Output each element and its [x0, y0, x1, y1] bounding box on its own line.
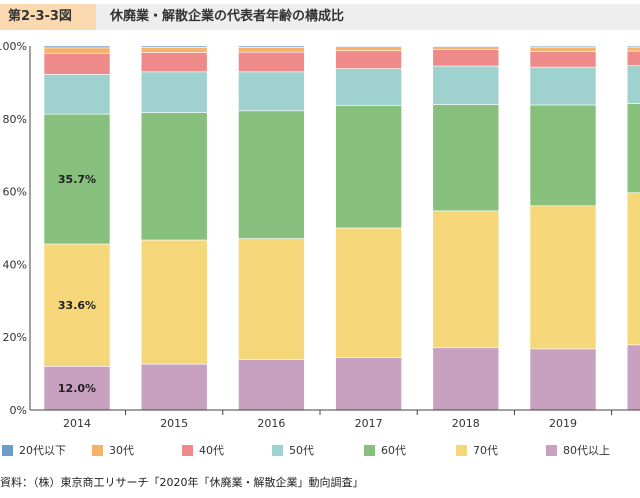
bar-segment	[626, 344, 640, 411]
bar-segment	[238, 47, 305, 53]
bar-segment	[335, 46, 402, 52]
y-tick-label: 100%	[0, 40, 27, 53]
bar-segment	[529, 51, 597, 68]
bar-segment	[432, 46, 500, 50]
bar-segment	[238, 45, 305, 48]
bar-segment	[626, 65, 640, 104]
bar-segment	[238, 51, 305, 73]
bar-segment	[335, 227, 402, 358]
x-tick-label: 2017	[355, 417, 383, 430]
bar-segment	[238, 71, 305, 112]
legend-item-1: 30代	[92, 440, 134, 460]
bar-segment	[529, 46, 597, 52]
x-tick-label: 2014	[63, 417, 91, 430]
bar-segment	[626, 103, 640, 193]
chart-legend: 20代以下 30代 40代 50代 60代 70代 80代以上	[0, 440, 640, 460]
bar-segment	[529, 205, 597, 350]
bar-segment	[529, 45, 597, 48]
bar-segment	[43, 74, 111, 115]
bar-segment	[432, 65, 500, 105]
legend-item-2: 40代	[182, 440, 224, 460]
bar-segment	[432, 49, 500, 67]
bar-segment	[43, 47, 111, 54]
legend-label: 70代	[473, 444, 498, 457]
bar-segment	[238, 238, 305, 360]
figure-label: 第2-3-3図	[0, 4, 96, 30]
legend-label: 30代	[109, 444, 134, 457]
bar-segment	[140, 239, 208, 365]
bar-segment	[43, 45, 111, 49]
bar-segment	[238, 110, 305, 239]
x-tick-label: 2016	[257, 417, 285, 430]
legend-swatch	[456, 444, 467, 456]
legend-item-5: 70代	[456, 440, 498, 460]
bar-segment	[140, 52, 208, 73]
y-tick-label: 60%	[3, 186, 27, 199]
legend-label: 80代以上	[563, 444, 610, 457]
bar-segment	[432, 104, 500, 212]
bar-segment	[432, 210, 500, 349]
bar-segment	[626, 45, 640, 48]
legend-swatch	[182, 444, 193, 456]
bar-segment	[432, 45, 500, 48]
legend-item-3: 50代	[272, 440, 314, 460]
y-tick-label: 20%	[3, 331, 27, 344]
legend-swatch	[2, 444, 13, 456]
legend-swatch	[92, 444, 103, 456]
legend-label: 40代	[199, 444, 224, 457]
figure-title: 休廃業・解散企業の代表者年齢の構成比	[96, 4, 640, 30]
data-label: 35.7%	[58, 173, 96, 186]
bar-segment	[626, 192, 640, 346]
legend-label: 20代以下	[19, 444, 66, 457]
x-tick-label: 2019	[549, 417, 577, 430]
bar-segment	[335, 357, 402, 411]
bar-segment	[335, 50, 402, 69]
legend-item-4: 60代	[364, 440, 406, 460]
bar-segment	[529, 348, 597, 411]
bar-segment	[140, 363, 208, 411]
bar-segment	[432, 347, 500, 411]
legend-swatch	[364, 444, 375, 456]
bar-segment	[335, 45, 402, 48]
bar-segment	[140, 47, 208, 53]
bar-segment	[626, 46, 640, 52]
legend-item-6: 80代以上	[546, 440, 610, 460]
legend-label: 60代	[381, 444, 406, 457]
legend-label: 50代	[289, 444, 314, 457]
bar-segment	[335, 68, 402, 106]
legend-item-0: 20代以下	[2, 440, 66, 460]
legend-swatch	[546, 444, 557, 456]
stacked-bar-chart: 0% 20% 40% 60% 80% 100% 2014 2015 2016 2017 2018 20…	[0, 40, 640, 430]
bar-segment	[335, 105, 402, 229]
figure-header: 第2-3-3図 休廃業・解散企業の代表者年齢の構成比	[0, 4, 640, 30]
y-tick-label: 40%	[3, 258, 27, 271]
bar-segment	[43, 52, 111, 75]
legend-swatch	[272, 444, 283, 456]
bar-segment	[140, 112, 208, 241]
bar-segment	[238, 359, 305, 411]
x-tick-label: 2015	[160, 417, 188, 430]
bar-segment	[529, 104, 597, 207]
y-tick-label: 0%	[10, 404, 27, 417]
source-note: 資料：（株）東京商工リサーチ「2020年「休廃業・解散企業」動向調査」	[0, 476, 364, 489]
y-tick-label: 80%	[3, 113, 27, 126]
bar-segment	[626, 50, 640, 66]
bar-segment	[140, 45, 208, 48]
bar-segment	[140, 71, 208, 113]
data-label: 12.0%	[58, 382, 96, 395]
data-label: 33.6%	[58, 299, 96, 312]
bar-segment	[529, 66, 597, 106]
x-tick-label: 2018	[452, 417, 480, 430]
